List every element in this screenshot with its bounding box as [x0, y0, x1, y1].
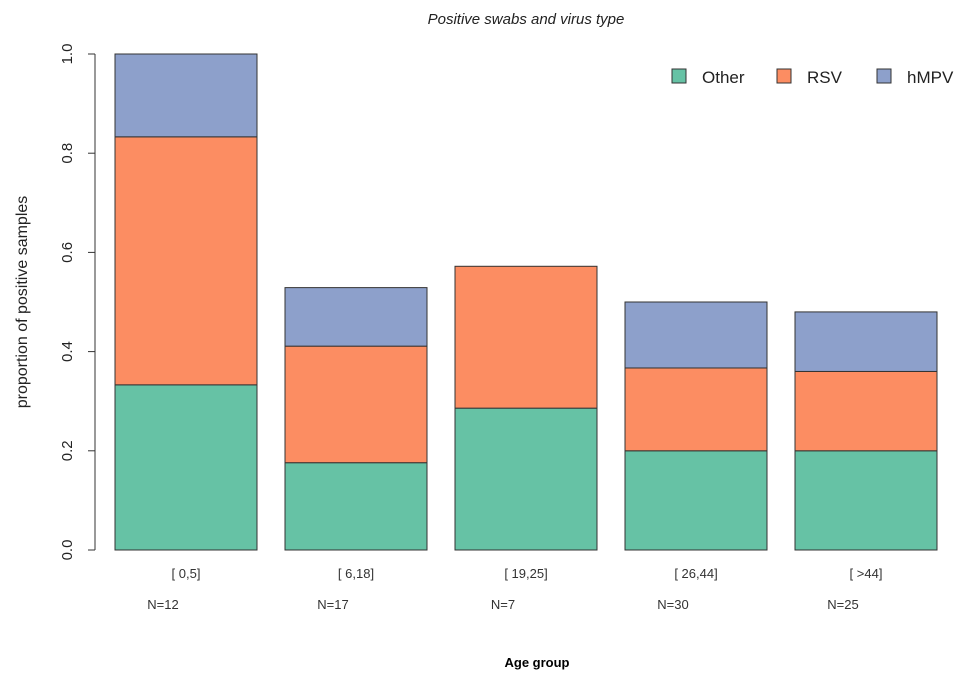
bar-hmpv-4 [794, 311, 938, 372]
legend-label-other: Other [702, 68, 745, 87]
sample-size-label: N=30 [657, 597, 688, 612]
bar-group [114, 53, 938, 551]
bar-rsv-4 [794, 370, 938, 452]
category-label: [ >44] [850, 566, 883, 581]
category-label: [ 6,18] [338, 566, 374, 581]
y-tick-label: 1.0 [59, 44, 76, 65]
sample-size-label: N=12 [147, 597, 178, 612]
y-tick-label: 0.8 [59, 143, 76, 164]
y-tick-label: 0.0 [59, 540, 76, 561]
bar-rsv-3 [624, 367, 768, 452]
legend-label-rsv: RSV [807, 68, 843, 87]
x-axis-label: Age group [505, 655, 570, 670]
category-label: [ 19,25] [504, 566, 547, 581]
bar-rsv-2 [454, 265, 598, 409]
legend-swatch-other [671, 68, 687, 84]
bar-rsv-0 [114, 136, 258, 386]
sample-size-label: N=7 [491, 597, 515, 612]
bar-other-2 [454, 407, 598, 551]
bar-rsv-1 [284, 345, 428, 464]
bar-hmpv-1 [284, 287, 428, 347]
y-tick-label: 0.6 [59, 242, 76, 263]
y-tick-label: 0.2 [59, 440, 76, 461]
bar-other-3 [624, 450, 768, 551]
category-label: [ 0,5] [172, 566, 201, 581]
y-tick-label: 0.4 [59, 341, 76, 362]
bar-other-1 [284, 462, 428, 551]
legend-label-hmpv: hMPV [907, 68, 954, 87]
y-axis-label: proportion of positive samples [14, 196, 31, 409]
legend-swatch-rsv [776, 68, 792, 84]
x-axis-labels: [ 0,5] N=12 [ 6,18] N=17 [ 19,25] N=7 [ 26,44]… [147, 566, 882, 612]
sample-size-label: N=25 [827, 597, 858, 612]
chart-title: Positive swabs and virus type [428, 11, 625, 28]
bar-hmpv-0 [114, 53, 258, 138]
y-axis: 0.0 0.2 0.4 0.6 0.8 1.0 [59, 44, 96, 561]
bar-other-0 [114, 384, 258, 551]
legend: Other RSV hMPV [671, 68, 954, 87]
sample-size-label: N=17 [317, 597, 348, 612]
bar-hmpv-3 [624, 301, 768, 369]
bar-other-4 [794, 450, 938, 551]
category-label: [ 26,44] [674, 566, 717, 581]
legend-swatch-hmpv [876, 68, 892, 84]
